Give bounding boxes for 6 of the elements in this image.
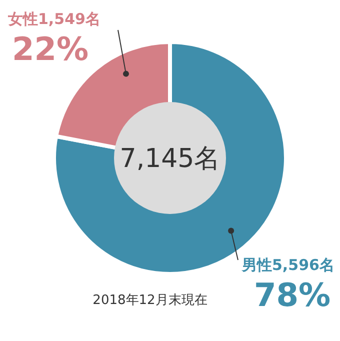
text: 2018年12月末現在: [92, 293, 208, 308]
data-label: 78%: [254, 276, 331, 314]
data-label: 22%: [12, 30, 89, 68]
slice-label: 女性1,549名: [7, 10, 100, 28]
text: 7,145名: [120, 144, 220, 174]
slice-label: 男性5,596名: [241, 256, 334, 274]
